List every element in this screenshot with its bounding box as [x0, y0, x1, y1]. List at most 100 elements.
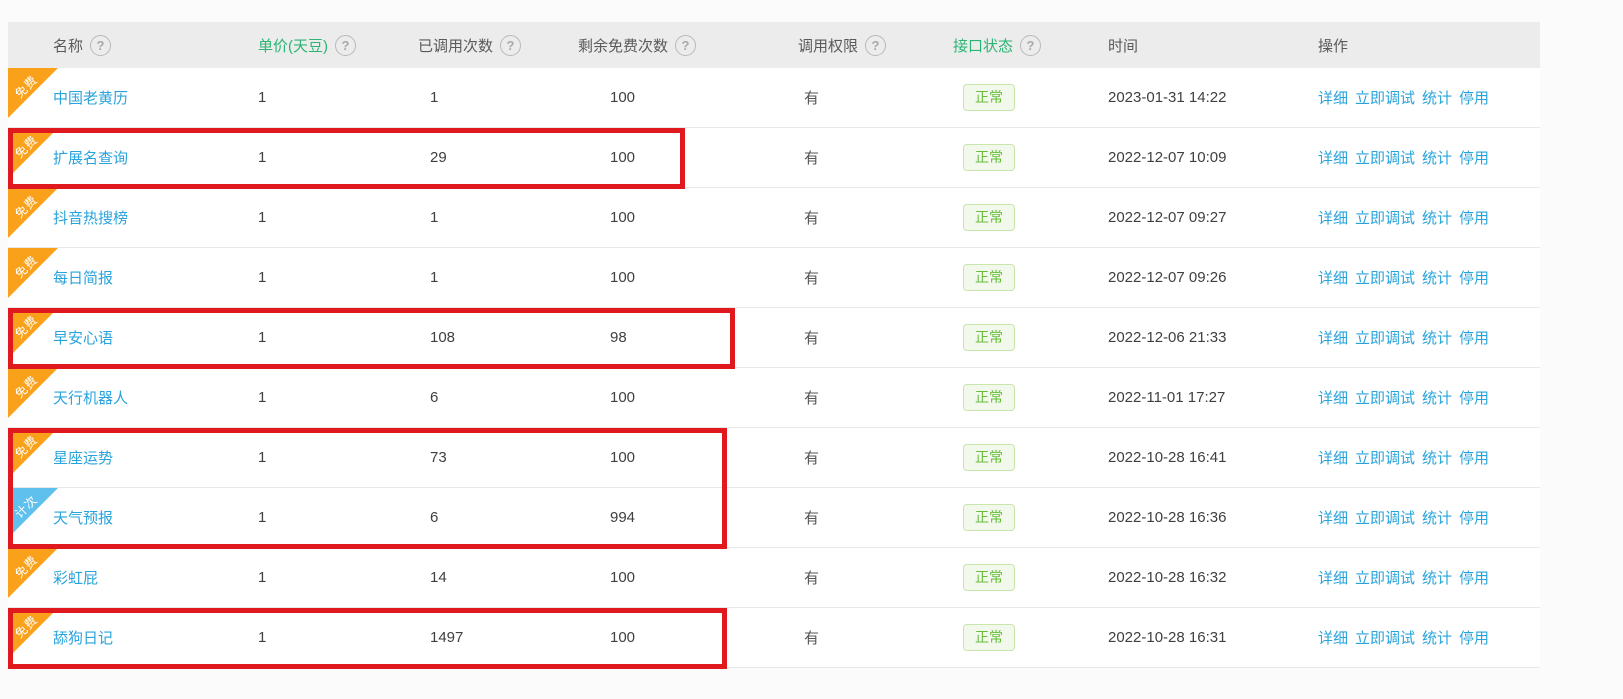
detail-link[interactable]: 详细 — [1318, 270, 1349, 287]
status-cell: 正常 — [953, 204, 1108, 231]
debug-now-link[interactable]: 立即调试 — [1355, 150, 1416, 167]
detail-link[interactable]: 详细 — [1318, 630, 1349, 647]
stats-link[interactable]: 统计 — [1422, 510, 1453, 527]
help-icon[interactable]: ? — [335, 34, 356, 56]
permission-cell: 有 — [804, 570, 820, 587]
stats-link[interactable]: 统计 — [1422, 150, 1453, 167]
api-name-link[interactable]: 中国老黄历 — [53, 90, 129, 107]
status-badge: 正常 — [963, 624, 1015, 651]
called-count-cell: 1 — [430, 269, 439, 286]
badge-label: 计次 — [12, 492, 41, 522]
help-icon[interactable]: ? — [90, 34, 112, 56]
permission-cell: 有 — [804, 270, 820, 287]
badge-label: 免费 — [12, 432, 41, 462]
time-cell: 2022-10-28 16:41 — [1108, 449, 1227, 466]
disable-link[interactable]: 停用 — [1459, 210, 1490, 227]
column-header-1: 名称? — [8, 34, 258, 56]
disable-link[interactable]: 停用 — [1459, 630, 1490, 647]
help-icon[interactable]: ? — [500, 34, 522, 56]
api-name-link[interactable]: 早安心语 — [53, 330, 114, 347]
detail-link[interactable]: 详细 — [1318, 90, 1349, 107]
permission-cell: 有 — [804, 510, 820, 527]
debug-now-link[interactable]: 立即调试 — [1355, 510, 1416, 527]
time-cell: 2022-10-28 16:31 — [1108, 629, 1227, 646]
remaining-count-cell: 98 — [610, 329, 627, 346]
badge-label: 免费 — [12, 252, 41, 282]
stats-link[interactable]: 统计 — [1422, 210, 1453, 227]
table-row: 免费 抖音热搜榜 1 1 100 有正常 2022-12-07 09:27 详细 立即调试 统计停… — [8, 188, 1540, 248]
disable-link[interactable]: 停用 — [1459, 570, 1490, 587]
api-name-link[interactable]: 每日简报 — [53, 270, 114, 287]
detail-link[interactable]: 详细 — [1318, 390, 1349, 407]
api-name-link[interactable]: 天行机器人 — [53, 390, 129, 407]
status-badge: 正常 — [963, 144, 1015, 171]
debug-now-link[interactable]: 立即调试 — [1355, 210, 1416, 227]
api-name-link[interactable]: 扩展名查询 — [53, 150, 129, 167]
stats-link[interactable]: 统计 — [1422, 90, 1453, 107]
name-cell: 免费 天行机器人 — [8, 368, 258, 418]
detail-link[interactable]: 详细 — [1318, 570, 1349, 587]
api-table: 名称? 单价(天豆)? 已调用次数? 剩余免费次数? 调用权限? 接口状态? 时间 操作 免费… — [8, 22, 1540, 669]
table-row: 免费 舔狗日记 1 1497 100 有正常 2022-10-28 16:31 详细 立即调试统… — [8, 608, 1540, 668]
detail-link[interactable]: 详细 — [1318, 450, 1349, 467]
disable-link[interactable]: 停用 — [1459, 330, 1490, 347]
disable-link[interactable]: 停用 — [1459, 450, 1490, 467]
detail-link[interactable]: 详细 — [1318, 210, 1349, 227]
api-name-link[interactable]: 彩虹屁 — [53, 570, 99, 587]
actions-cell: 详细 立即调试 统计 停用 — [1318, 87, 1540, 108]
debug-now-link[interactable]: 立即调试 — [1355, 390, 1416, 407]
time-cell: 2022-10-28 16:36 — [1108, 509, 1227, 526]
debug-now-link[interactable]: 立即调试 — [1355, 570, 1416, 587]
disable-link[interactable]: 停用 — [1459, 510, 1490, 527]
status-badge: 正常 — [963, 204, 1015, 231]
actions-cell: 详细 立即调试 统计 停用 — [1318, 207, 1540, 228]
time-cell: 2022-12-07 10:09 — [1108, 149, 1227, 166]
api-name-link[interactable]: 抖音热搜榜 — [53, 210, 129, 227]
api-name-link[interactable]: 天气预报 — [53, 510, 114, 527]
badge-label: 免费 — [12, 132, 41, 162]
name-cell: 免费 扩展名查询 — [8, 128, 258, 178]
detail-link[interactable]: 详细 — [1318, 330, 1349, 347]
status-cell: 正常 — [953, 144, 1108, 171]
debug-now-link[interactable]: 立即调试 — [1355, 630, 1416, 647]
column-label: 单价(天豆) — [258, 37, 328, 55]
debug-now-link[interactable]: 立即调试 — [1355, 90, 1416, 107]
stats-link[interactable]: 统计 — [1422, 570, 1453, 587]
column-label: 剩余免费次数 — [578, 37, 669, 55]
column-label: 名称 — [53, 37, 84, 55]
debug-now-link[interactable]: 立即调试 — [1355, 330, 1416, 347]
detail-link[interactable]: 详细 — [1318, 150, 1349, 167]
status-badge: 正常 — [963, 504, 1015, 531]
table-row: 免费 中国老黄历 1 1 100 有正常 2023-01-31 14:22 详细 立即调试 统计停… — [8, 68, 1540, 128]
called-count-cell: 108 — [430, 329, 456, 346]
table-header: 名称? 单价(天豆)? 已调用次数? 剩余免费次数? 调用权限? 接口状态? 时间 操作 — [8, 22, 1540, 68]
disable-link[interactable]: 停用 — [1459, 270, 1490, 287]
help-icon[interactable]: ? — [1020, 34, 1042, 56]
badge-label: 免费 — [12, 612, 41, 642]
debug-now-link[interactable]: 立即调试 — [1355, 270, 1416, 287]
debug-now-link[interactable]: 立即调试 — [1355, 450, 1416, 467]
stats-link[interactable]: 统计 — [1422, 630, 1453, 647]
stats-link[interactable]: 统计 — [1422, 270, 1453, 287]
price-cell: 1 — [258, 389, 267, 406]
stats-link[interactable]: 统计 — [1422, 390, 1453, 407]
badge-label: 免费 — [12, 552, 41, 582]
count-badge: 计次 — [8, 488, 58, 538]
help-icon[interactable]: ? — [865, 34, 887, 56]
stats-link[interactable]: 统计 — [1422, 330, 1453, 347]
help-icon[interactable]: ? — [675, 34, 697, 56]
status-cell: 正常 — [953, 84, 1108, 111]
disable-link[interactable]: 停用 — [1459, 390, 1490, 407]
price-cell: 1 — [258, 509, 267, 526]
disable-link[interactable]: 停用 — [1459, 90, 1490, 107]
table-row: 免费 星座运势 1 73 100 有正常 2022-10-28 16:41 详细 立即调试 统计停… — [8, 428, 1540, 488]
name-cell: 免费 每日简报 — [8, 248, 258, 298]
called-count-cell: 29 — [430, 149, 447, 166]
stats-link[interactable]: 统计 — [1422, 450, 1453, 467]
status-cell: 正常 — [953, 624, 1108, 651]
api-name-link[interactable]: 舔狗日记 — [53, 630, 114, 647]
api-name-link[interactable]: 星座运势 — [53, 450, 114, 467]
disable-link[interactable]: 停用 — [1459, 150, 1490, 167]
name-cell: 免费 早安心语 — [8, 308, 258, 358]
detail-link[interactable]: 详细 — [1318, 510, 1349, 527]
